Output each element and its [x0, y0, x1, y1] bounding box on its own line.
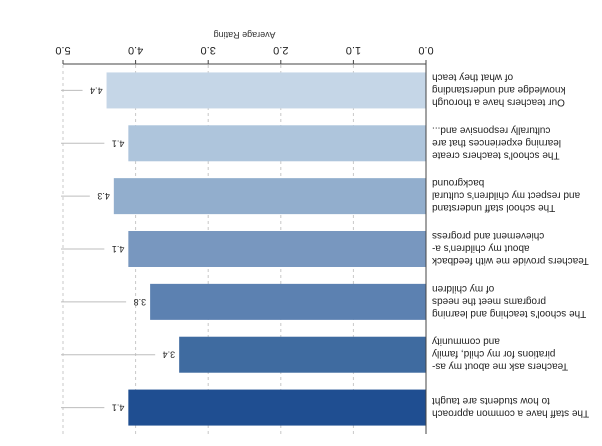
- category-label-3: Teachers provide me with feedbackabout m…: [431, 230, 589, 266]
- data-label-3: 4.1: [112, 244, 125, 254]
- category-label-2: The school staff understandand respect m…: [432, 177, 580, 213]
- category-label-4: The school's teaching and learning progra…: [432, 283, 586, 319]
- category-label-2-line-0: The school staff understand: [432, 202, 555, 213]
- data-label-0: 4.4: [90, 85, 103, 95]
- category-label-4-line-1: programs meet the needs: [432, 295, 546, 306]
- category-labels: Our teachers have a thoroughknowledge an…: [431, 71, 589, 418]
- category-label-4-line-0: The school's teaching and learning: [432, 308, 586, 319]
- category-label-1: The school's teachers createlearning exp…: [432, 124, 561, 160]
- x-tick-label-4: 4.0: [128, 44, 143, 56]
- category-label-6: The staff have a common approachto how s…: [432, 395, 589, 419]
- category-label-5-line-1: pirations for my child, family: [432, 348, 555, 359]
- data-label-4: 3.8: [134, 297, 147, 307]
- data-label-6: 4.1: [112, 403, 125, 413]
- category-label-5-line-2: and community: [432, 336, 500, 347]
- bar-3: [128, 231, 426, 267]
- category-label-3-line-2: chievement and progress: [432, 230, 544, 241]
- axes: [62, 60, 427, 434]
- category-label-3-line-1: about my children's a-: [432, 243, 530, 254]
- category-label-0-line-1: knowledge and understanding: [432, 84, 565, 95]
- x-tick-label-1: 1.0: [346, 44, 361, 56]
- data-label-1: 4.1: [112, 138, 125, 148]
- bar-5: [179, 336, 426, 373]
- bar-1: [128, 125, 426, 162]
- x-tick-label-5: 5.0: [55, 44, 70, 56]
- bar-6: [128, 389, 426, 426]
- x-tick-labels: 0.0 1.0 2.0 3.0 4.0 5.0: [55, 44, 433, 56]
- category-label-5-line-0: Teachers ask me about my as-: [432, 361, 568, 372]
- category-label-6-line-0: The staff have a common approach: [432, 407, 589, 418]
- category-label-5: Teachers ask me about my as-pirations fo…: [432, 336, 568, 372]
- category-label-0-line-0: Our teachers have a thorough: [432, 96, 565, 107]
- data-label-5: 3.4: [163, 350, 176, 360]
- category-label-4-line-2: of my children: [432, 283, 494, 294]
- category-label-6-line-1: to how students are taught: [432, 395, 550, 406]
- data-labels: 4.4 4.1 4.3 4.1 3.8 3.4 4.1: [61, 85, 176, 413]
- x-tick-label-3: 3.0: [201, 44, 216, 56]
- data-label-2: 4.3: [97, 191, 110, 201]
- x-tick-label-0: 0.0: [418, 44, 433, 56]
- chart-rotated-group: 4.4 4.1 4.3 4.1 3.8 3.4 4.1 0.0 1.0 2.0 3.0 4.0 5.0…: [55, 30, 589, 434]
- category-label-0: Our teachers have a thoroughknowledge an…: [432, 71, 565, 107]
- category-label-3-line-0: Teachers provide me with feedback: [431, 255, 589, 266]
- bar-0: [106, 72, 426, 109]
- bar-2: [113, 178, 426, 215]
- category-label-0-line-2: of what they teach: [432, 71, 513, 82]
- category-label-2-line-1: and respect my children's cultural: [432, 190, 580, 201]
- bars: [106, 72, 426, 426]
- bar-4: [150, 283, 426, 320]
- category-label-1-line-1: learning experiences that are: [432, 137, 561, 148]
- category-label-2-line-2: background: [432, 177, 484, 188]
- x-tick-label-2: 2.0: [273, 44, 288, 56]
- category-label-1-line-0: The school's teachers create: [432, 149, 560, 160]
- category-label-1-line-2: culturally responsive and...: [432, 124, 550, 135]
- x-axis-title: Average Rating: [214, 30, 276, 40]
